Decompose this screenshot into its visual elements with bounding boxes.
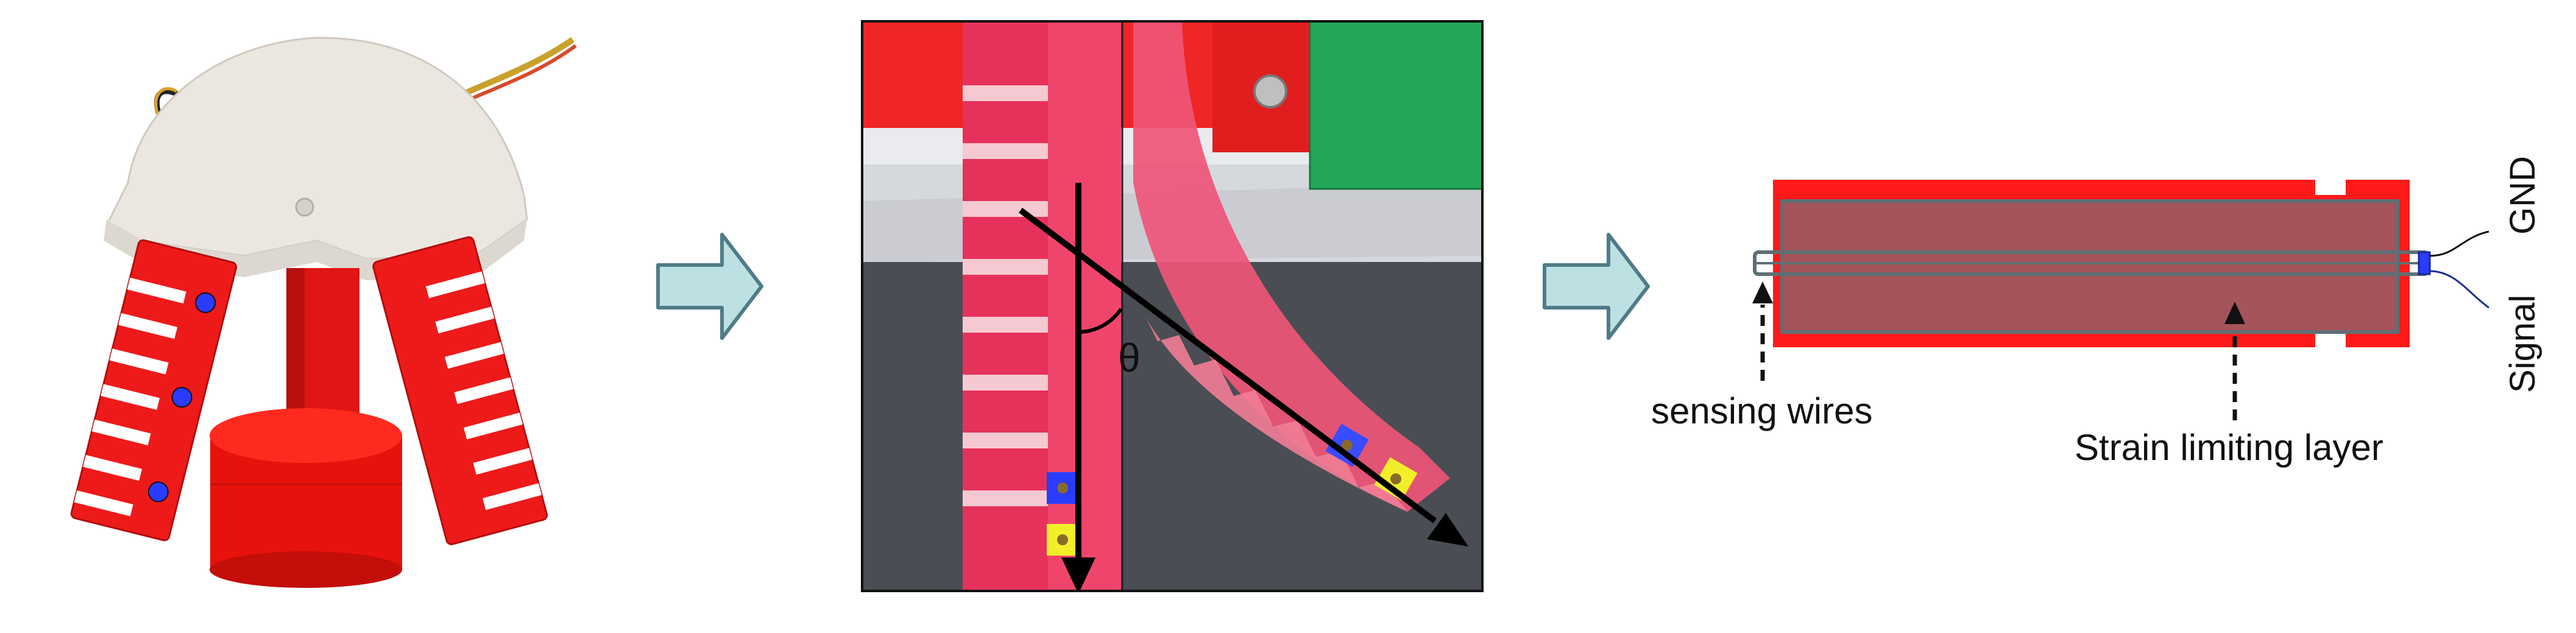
gnd-wire: [2429, 230, 2489, 257]
label-strain-limiting-layer: Strain limiting layer: [2075, 427, 2383, 468]
angle-symbol: θ: [1118, 335, 1141, 380]
dark-background: [862, 250, 1482, 591]
strain-limiting-layer-box: [1780, 199, 2399, 334]
bending-photo-frame: [861, 20, 1484, 592]
vertical-arrow-head: [1061, 557, 1095, 591]
center-finger-shade: [286, 268, 305, 426]
pointer-strain-layer-head: [2224, 302, 2245, 324]
cylinder-bottom: [210, 551, 402, 588]
cylinder-top: [210, 408, 402, 463]
top-wire-left-2: [154, 87, 178, 120]
label-sensing-wires: sensing wires: [1651, 391, 1873, 431]
dome-screw: [295, 197, 314, 217]
wire-terminal: [2418, 251, 2431, 275]
angle-arc: [1078, 308, 1123, 334]
sensor-schematic: GND Signal sensing wires Strain limiting…: [1651, 156, 2542, 468]
bent-axis-line: [1019, 208, 1437, 523]
right-finger: [372, 236, 548, 545]
label-gnd: GND: [2503, 156, 2542, 235]
label-signal: Signal: [2503, 295, 2542, 393]
circuit-board: [1310, 21, 1482, 189]
bending-photo: θ: [861, 20, 1484, 592]
left-finger: [70, 239, 238, 542]
bent-arrow-head: [1427, 513, 1468, 546]
dome-base: [105, 37, 528, 260]
signal-wire: [2429, 270, 2489, 309]
process-arrow-1: [656, 233, 763, 340]
gripper-photo: [70, 37, 577, 588]
process-arrow-2: [1543, 233, 1650, 340]
pointer-sensing-wires-head: [1752, 281, 1773, 303]
